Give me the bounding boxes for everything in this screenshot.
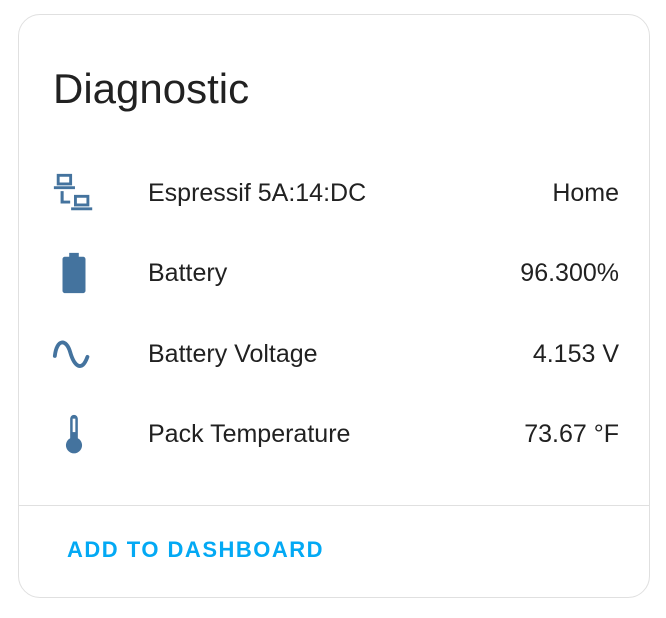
thermometer-icon <box>49 409 99 459</box>
entity-row-battery-voltage[interactable]: Battery Voltage 4.153 V <box>19 324 651 384</box>
entity-name: Battery <box>148 258 228 287</box>
entity-value: Home <box>552 178 619 207</box>
add-to-dashboard-button[interactable]: ADD TO DASHBOARD <box>67 537 325 562</box>
card-title: Diagnostic <box>53 65 250 112</box>
entity-name: Pack Temperature <box>148 419 351 448</box>
entity-name: Espressif 5A:14:DC <box>148 178 367 207</box>
sine-wave-icon <box>49 329 99 379</box>
entity-name: Battery Voltage <box>148 339 318 368</box>
entity-row-device[interactable]: Espressif 5A:14:DC Home <box>19 163 651 223</box>
battery-icon <box>49 248 99 298</box>
entity-row-battery[interactable]: Battery 96.300% <box>19 243 651 303</box>
entity-value: 73.67 °F <box>524 419 619 448</box>
entity-value: 4.153 V <box>532 339 619 368</box>
divider <box>19 505 649 506</box>
diagnostic-card: Diagnostic Espressif 5A:14:DC Home Batte… <box>18 14 650 598</box>
entity-row-pack-temperature[interactable]: Pack Temperature 73.67 °F <box>19 404 651 464</box>
entity-value: 96.300% <box>520 258 619 287</box>
lan-icon <box>49 168 99 218</box>
